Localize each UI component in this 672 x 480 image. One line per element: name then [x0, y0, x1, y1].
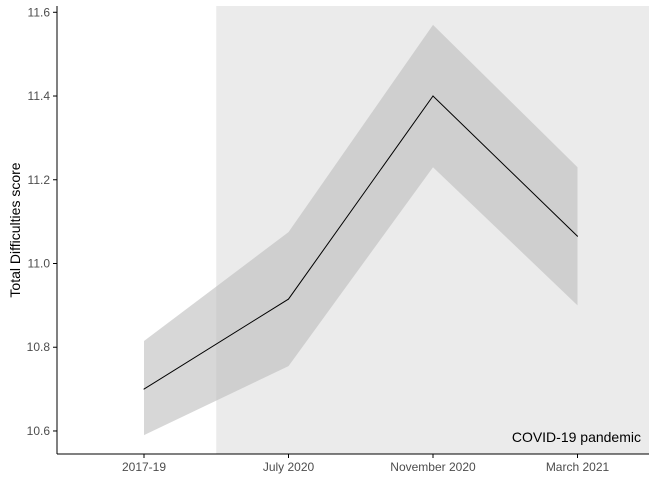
y-tick-label: 10.6 — [27, 424, 51, 438]
x-tick-label: March 2021 — [546, 460, 610, 474]
data-point-1 — [288, 298, 289, 300]
data-points — [143, 95, 578, 390]
y-tick-label: 11.4 — [28, 89, 51, 103]
series-line — [143, 95, 578, 390]
confidence-band — [144, 24, 578, 436]
y-tick-label: 10.8 — [27, 340, 51, 354]
data-point-0 — [143, 388, 145, 390]
x-tick-label: November 2020 — [390, 460, 476, 474]
covid-pandemic-label: COVID-19 pandemic — [512, 429, 641, 445]
x-tick-label: 2017-19 — [122, 460, 166, 474]
y-tick-label: 11.2 — [28, 173, 51, 187]
y-tick-label: 11.0 — [28, 256, 51, 270]
y-axis-ticks: 10.6 10.8 11.0 11.2 11.4 11.6 — [27, 5, 57, 438]
data-point-3 — [577, 235, 578, 237]
data-point-2 — [432, 95, 434, 97]
x-axis-ticks: 2017-19 July 2020 November 2020 March 2021 — [122, 454, 610, 474]
y-axis-title: Total Difficulties score — [7, 162, 23, 297]
x-tick-label: July 2020 — [263, 460, 315, 474]
axes — [56, 6, 649, 455]
y-tick-label: 11.6 — [28, 5, 51, 19]
